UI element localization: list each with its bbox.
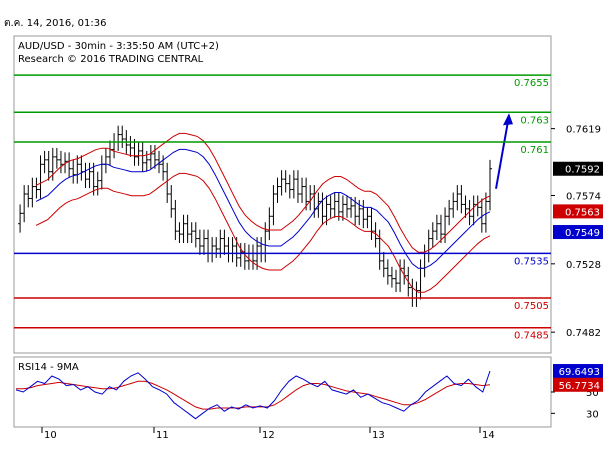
moving-average-line (35, 148, 491, 269)
candles (18, 125, 492, 307)
rsi-y-tick-label: 50 (586, 388, 599, 399)
bollinger-lower-band (35, 172, 491, 293)
timestamp: ต.ค. 14, 2016, 01:36 (4, 18, 106, 29)
axis-layer: 0.7619 0.7574 0.7528 0.7482 0.7592 0.7563 0.75… (41, 125, 603, 441)
x-tick-label: 10 (44, 430, 57, 441)
price-tag-label: 0.7549 (565, 228, 600, 239)
rsi-y-tick-label: 30 (586, 409, 599, 420)
rsi-line (15, 370, 491, 420)
level-label: 0.7505 (514, 301, 549, 312)
chart-title: AUD/USD - 30min - 3:35:50 AM (UTC+2) (18, 41, 219, 52)
chart-subtitle: Research © 2016 TRADING CENTRAL (18, 54, 204, 65)
level-label: 0.7485 (514, 331, 549, 342)
projection-arrow-head (503, 113, 513, 126)
level-label: 0.761 (520, 145, 549, 156)
x-tick-label: 11 (156, 430, 169, 441)
rsi-layer (15, 370, 491, 420)
price-tag-box (553, 225, 603, 240)
y-tick-label: 0.7574 (566, 191, 601, 202)
level-label: 0.7535 (514, 256, 549, 267)
levels-layer: 0.7655 0.763 0.761 0.7535 0.7505 0.7485 (14, 74, 551, 342)
price-layer (18, 113, 513, 307)
x-tick-label: 12 (262, 430, 275, 441)
x-tick-label: 13 (372, 430, 385, 441)
price-panel (13, 35, 552, 354)
rsi-title: RSI14 - 9MA (18, 362, 79, 373)
price-tag-label: 0.7563 (565, 207, 600, 218)
price-tag-box (553, 161, 603, 176)
y-tick-label: 0.7619 (566, 125, 601, 136)
rsi-tag-label: 56.7734 (559, 381, 600, 392)
y-tick-label: 0.7528 (566, 260, 601, 271)
x-tick-label: 14 (482, 430, 495, 441)
rsi-tag-box (553, 377, 603, 392)
rsi-tag-label: 69.6493 (559, 367, 600, 378)
level-label: 0.763 (520, 115, 549, 126)
projection-arrow-line (495, 121, 509, 189)
rsi-panel (13, 356, 552, 428)
price-tag-box (553, 204, 603, 219)
level-label: 0.7655 (514, 78, 549, 89)
bollinger-upper-band (35, 132, 491, 253)
y-tick-label: 0.7482 (566, 328, 601, 339)
rsi-tag-box (553, 364, 603, 379)
price-tag-label: 0.7592 (565, 165, 600, 176)
